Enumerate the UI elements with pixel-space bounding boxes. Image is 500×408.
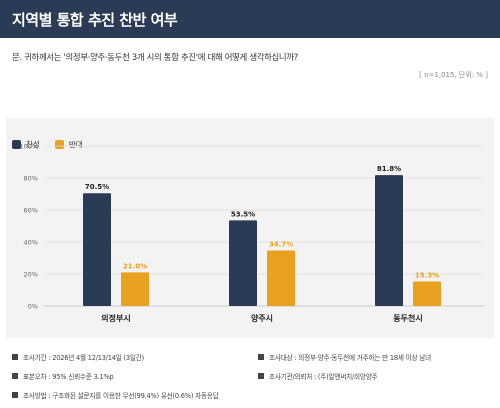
legend-swatch-favor [12, 140, 21, 149]
data-label: 34.7% [269, 240, 293, 248]
footer-method: 조사방법 : 구조화된 설문지를 이용한 무선(99.4%) 유선(0.6%) … [12, 390, 219, 400]
footer-period-text: 조사기간 : 2026년 4월 12/13/14일 (3일간) [23, 354, 145, 362]
bar-favor [375, 175, 403, 306]
bullet-icon [12, 392, 18, 398]
survey-question: 문. 귀하께서는 '의정부·양주·동두천 3개 시의 통합 추진'에 대해 어떻… [12, 52, 298, 62]
header-bar: 지역별 통합 추진 찬반 여부 [0, 0, 500, 38]
sample-note: [ n=1,015, 단위: % ] [419, 71, 488, 79]
footer-target-text: 조사대상 : 의정부·양주·동두천에 거주하는 만 18세 이상 남녀 [269, 354, 431, 362]
footer-target: 조사대상 : 의정부·양주·동두천에 거주하는 만 18세 이상 남녀 [258, 352, 431, 362]
legend-swatch-oppose [54, 140, 64, 149]
y-tick-label: 80% [24, 175, 38, 183]
x-category-label: 양주시 [251, 313, 273, 323]
y-tick-label: 40% [24, 239, 38, 247]
y-tick-label: 100% [19, 143, 38, 151]
x-category-label: 의정부시 [101, 313, 130, 323]
page-title: 지역별 통합 추진 찬반 여부 [12, 11, 178, 29]
footer-error: 표본오차 : 95% 신뢰수준 3.1%p [12, 371, 114, 381]
legend-item-favor: 찬성 [12, 139, 40, 150]
footer-method-text: 조사방법 : 구조화된 설문지를 이용한 무선(99.4%) 유선(0.6%) … [23, 392, 219, 400]
chart-legend: 찬성 반대 [12, 139, 98, 150]
bar-chart: 0% 20% 40% 60% 80% 100% 70.5% 21.0% 의정부시 53.5% 34.… [19, 143, 484, 323]
bullet-icon [12, 373, 18, 379]
data-label: 15.3% [415, 272, 439, 280]
data-label: 70.5% [85, 183, 109, 191]
bar-favor [229, 220, 257, 306]
y-tick-label: 60% [24, 207, 38, 215]
y-tick-label: 20% [24, 271, 38, 279]
footer-error-text: 표본오차 : 95% 신뢰수준 3.1%p [23, 373, 114, 381]
legend-label-favor: 찬성 [26, 140, 40, 149]
bullet-icon [258, 354, 264, 360]
bar-oppose [413, 281, 441, 306]
y-tick-label: 0% [28, 303, 38, 311]
bullet-icon [12, 354, 18, 360]
footer-agency: 조사기관/의뢰처 : (주)알앤써치/희망양주 [258, 371, 378, 381]
data-label: 21.0% [123, 262, 147, 270]
bar-oppose [267, 250, 295, 306]
data-label: 81.8% [377, 165, 401, 173]
footer-period: 조사기간 : 2026년 4월 12/13/14일 (3일간) [12, 352, 144, 362]
bar-oppose [121, 272, 149, 306]
legend-item-oppose: 반대 [54, 139, 83, 150]
legend-label-oppose: 반대 [68, 140, 83, 149]
x-category-label: 동두천시 [393, 313, 422, 323]
bullet-icon [258, 373, 264, 379]
survey-info: 조사기간 : 2026년 4월 12/13/14일 (3일간) 조사대상 : 의… [0, 339, 500, 408]
footer-agency-text: 조사기관/의뢰처 : (주)알앤써치/희망양주 [269, 373, 378, 381]
data-label: 53.5% [231, 210, 255, 218]
bar-favor [83, 193, 111, 306]
